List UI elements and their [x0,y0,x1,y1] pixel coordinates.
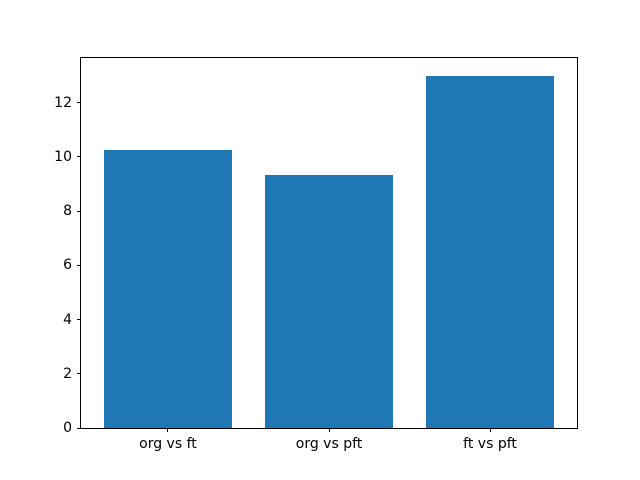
y-tick-label: 4 [63,311,72,328]
bar-org-vs-pft [264,174,394,428]
x-tick-label-org-vs-pft: org vs pft [295,436,363,452]
x-tick-mark [489,428,491,432]
y-tick-mark [77,102,81,104]
y-tick-mark [77,210,81,212]
bar-ft-vs-pft [425,75,555,428]
axes: 0 2 4 6 8 10 12 org vs ft org vs pft ft vs pft [54,57,578,452]
x-tick-mark [328,428,330,432]
x-tick-label-org-vs-ft: org vs ft [139,436,197,452]
y-tick-label: 12 [54,94,72,111]
y-tick-mark [77,264,81,266]
x-tick-mark [167,428,169,432]
y-tick-label: 6 [63,257,72,274]
y-tick-label: 2 [63,365,72,382]
y-tick-mark [77,373,81,375]
y-tick-label: 0 [63,420,72,436]
bar-org-vs-ft [103,149,233,428]
y-tick-mark [77,319,81,321]
y-tick-mark [77,427,81,429]
y-tick-label: 8 [63,203,72,220]
y-tick-mark [77,156,81,158]
x-tick-label-ft-vs-pft: ft vs pft [463,436,517,452]
y-tick-label: 10 [54,148,72,165]
